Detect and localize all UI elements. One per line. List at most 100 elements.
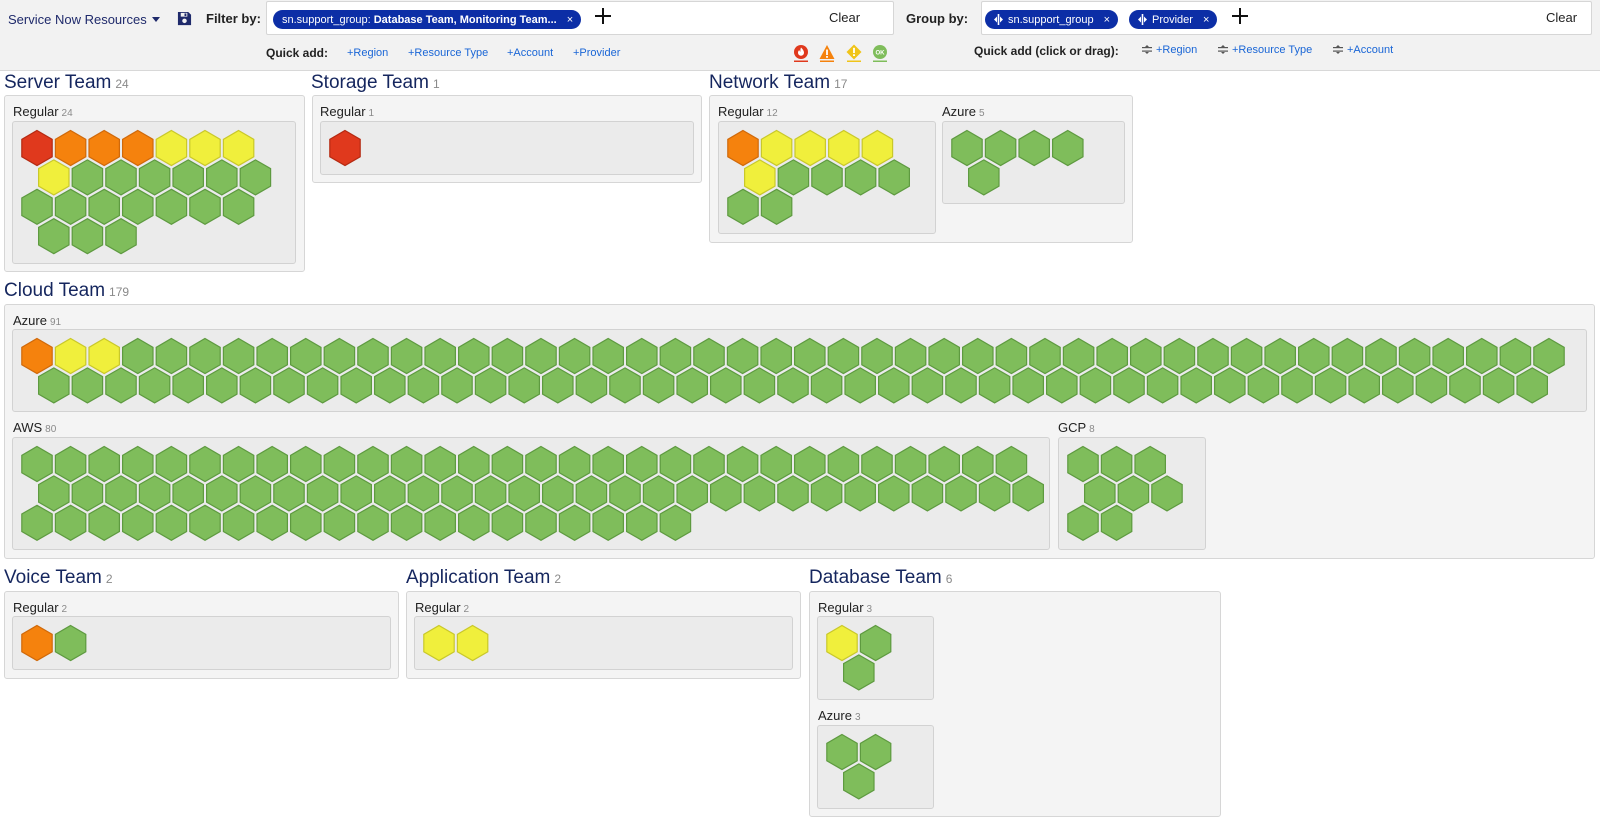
resource-hexagon-ok[interactable]: [323, 337, 356, 375]
resource-hexagon-ok[interactable]: [810, 367, 843, 404]
resource-hexagon-ok[interactable]: [726, 445, 759, 483]
resource-hexagon-ok[interactable]: [155, 337, 188, 375]
resource-hexagon-ok[interactable]: [38, 475, 70, 512]
resource-hexagon-warning[interactable]: [423, 624, 455, 662]
resource-hexagon-ok[interactable]: [1281, 367, 1313, 404]
resource-hexagon-ok[interactable]: [491, 445, 524, 483]
resource-hexagon-ok[interactable]: [1247, 367, 1280, 404]
critical-status-icon[interactable]: [793, 44, 809, 62]
resource-hexagon-ok[interactable]: [474, 367, 507, 404]
resource-hexagon-ok[interactable]: [525, 445, 557, 483]
resource-hexagon-ok[interactable]: [357, 445, 389, 483]
resource-hexagon-warning[interactable]: [88, 337, 121, 375]
resource-hexagon-ok[interactable]: [1051, 129, 1084, 167]
resource-hexagon-ok[interactable]: [121, 504, 154, 541]
resource-hexagon-ok[interactable]: [844, 159, 877, 196]
resource-hexagon-ok[interactable]: [676, 367, 709, 404]
resource-hexagon-ok[interactable]: [138, 159, 171, 196]
resource-hexagon-ok[interactable]: [1129, 337, 1162, 375]
resource-hexagon-ok[interactable]: [357, 504, 389, 541]
resource-hexagon-ok[interactable]: [1029, 337, 1061, 375]
resource-hexagon-ok[interactable]: [558, 504, 591, 541]
resource-hexagon-ok[interactable]: [961, 445, 994, 483]
resource-hexagon-ok[interactable]: [642, 475, 675, 512]
resource-hexagon-ok[interactable]: [189, 504, 221, 541]
resource-hexagon-ok[interactable]: [810, 475, 843, 512]
resource-hexagon-ok[interactable]: [777, 367, 809, 404]
resource-hexagon-ok[interactable]: [189, 445, 221, 483]
resource-hexagon-ok[interactable]: [951, 129, 983, 167]
resource-hexagon-ok[interactable]: [625, 337, 658, 375]
resource-hexagon-ok[interactable]: [777, 475, 809, 512]
resource-hexagon-ok[interactable]: [1213, 367, 1246, 404]
resource-hexagon-ok[interactable]: [54, 188, 87, 225]
save-icon[interactable]: [177, 11, 192, 26]
resource-hexagon-ok[interactable]: [273, 367, 305, 404]
resource-hexagon-ok[interactable]: [827, 445, 860, 483]
resource-hexagon-ok[interactable]: [961, 337, 994, 375]
resource-hexagon-ok[interactable]: [1062, 337, 1095, 375]
resource-hexagon-error[interactable]: [121, 129, 154, 167]
resource-hexagon-ok[interactable]: [458, 337, 490, 375]
resource-hexagon-ok[interactable]: [155, 188, 188, 225]
resource-hexagon-error[interactable]: [21, 337, 53, 375]
resource-hexagon-ok[interactable]: [760, 337, 793, 375]
resource-hexagon-ok[interactable]: [609, 367, 641, 404]
resource-selector-dropdown[interactable]: Service Now Resources: [8, 9, 160, 29]
resource-hexagon-ok[interactable]: [239, 159, 272, 196]
resource-hexagon-ok[interactable]: [558, 445, 591, 483]
resource-hexagon-warning[interactable]: [38, 159, 70, 196]
resource-hexagon-ok[interactable]: [424, 504, 456, 541]
resource-hexagon-ok[interactable]: [1348, 367, 1381, 404]
resource-hexagon-ok[interactable]: [575, 475, 608, 512]
error-status-icon[interactable]: [819, 44, 835, 62]
resource-hexagon-ok[interactable]: [71, 218, 104, 255]
resource-hexagon-ok[interactable]: [861, 337, 893, 375]
resource-hexagon-ok[interactable]: [693, 445, 725, 483]
resource-hexagon-ok[interactable]: [1163, 337, 1196, 375]
quick-add-account-link[interactable]: +Account: [507, 47, 554, 59]
resource-hexagon-ok[interactable]: [88, 504, 121, 541]
resource-hexagon-ok[interactable]: [1100, 445, 1133, 483]
resource-hexagon-ok[interactable]: [1180, 367, 1213, 404]
resource-hexagon-ok[interactable]: [441, 367, 473, 404]
resource-hexagon-ok[interactable]: [1146, 367, 1179, 404]
resource-hexagon-ok[interactable]: [984, 129, 1017, 167]
resource-hexagon-ok[interactable]: [676, 475, 709, 512]
resource-hexagon-ok[interactable]: [1012, 367, 1045, 404]
add-filter-plus-icon[interactable]: [595, 8, 611, 24]
resource-hexagon-critical[interactable]: [21, 129, 53, 167]
resource-hexagon-ok[interactable]: [609, 475, 641, 512]
resource-hexagon-ok[interactable]: [1117, 475, 1150, 512]
resource-hexagon-ok[interactable]: [743, 475, 776, 512]
resource-hexagon-ok[interactable]: [21, 445, 53, 483]
resource-hexagon-ok[interactable]: [21, 504, 53, 541]
resource-hexagon-ok[interactable]: [1398, 337, 1431, 375]
resource-hexagon-ok[interactable]: [508, 367, 541, 404]
resource-hexagon-ok[interactable]: [541, 475, 574, 512]
resource-hexagon-critical[interactable]: [329, 129, 361, 167]
resource-hexagon-ok[interactable]: [105, 159, 137, 196]
resource-hexagon-error[interactable]: [21, 624, 53, 662]
resource-hexagon-ok[interactable]: [1381, 367, 1414, 404]
resource-hexagon-ok[interactable]: [743, 367, 776, 404]
resource-hexagon-warning[interactable]: [760, 129, 793, 167]
resource-hexagon-ok[interactable]: [273, 475, 305, 512]
resource-hexagon-ok[interactable]: [525, 337, 557, 375]
resource-hexagon-ok[interactable]: [911, 475, 944, 512]
group-chip-support-group[interactable]: sn.support_group ×: [985, 10, 1119, 29]
resource-hexagon-ok[interactable]: [827, 337, 860, 375]
resource-hexagon-warning[interactable]: [54, 337, 87, 375]
resource-hexagon-ok[interactable]: [71, 475, 104, 512]
resource-hexagon-ok[interactable]: [978, 475, 1011, 512]
resource-hexagon-ok[interactable]: [306, 475, 339, 512]
resource-hexagon-ok[interactable]: [693, 337, 725, 375]
resource-hexagon-ok[interactable]: [390, 337, 423, 375]
quick-add-group-region-link[interactable]: +Region: [1142, 44, 1197, 56]
resource-hexagon-ok[interactable]: [659, 445, 692, 483]
resource-hexagon-ok[interactable]: [1079, 367, 1112, 404]
resource-hexagon-ok[interactable]: [390, 504, 423, 541]
resource-hexagon-ok[interactable]: [1012, 475, 1045, 512]
resource-hexagon-warning[interactable]: [155, 129, 188, 167]
resource-hexagon-ok[interactable]: [811, 159, 843, 196]
